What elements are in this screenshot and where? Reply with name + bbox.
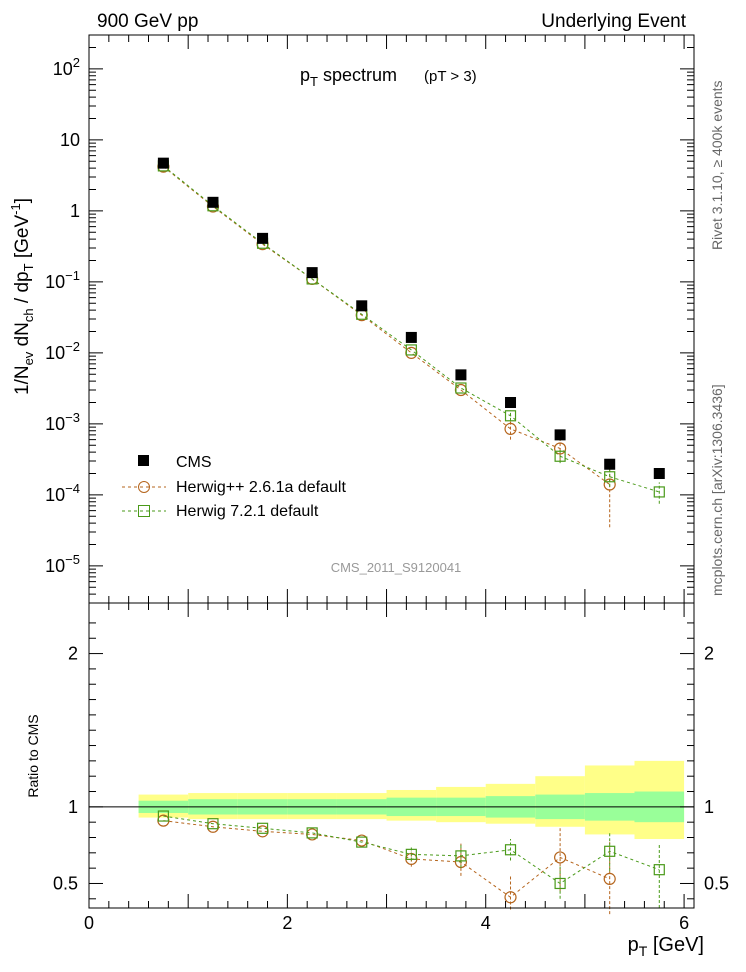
spectrum-marks <box>157 157 665 528</box>
data-point <box>157 157 169 169</box>
data-point <box>504 891 517 904</box>
y-tick-label: 10−4 <box>45 481 80 505</box>
x-tick-label: 4 <box>481 913 491 933</box>
data-point <box>405 848 417 860</box>
legend-label-herwigpp: Herwig++ 2.6.1a default <box>176 479 346 496</box>
data-point <box>653 468 665 480</box>
data-point <box>554 851 567 864</box>
data-point <box>554 877 566 890</box>
series-line <box>163 820 610 898</box>
data-point <box>653 486 665 498</box>
y-tick-label: 10−2 <box>45 339 80 363</box>
spectrum-panel: 10−5 10−4 10−3 10−2 10−1 1 10 102 pT spectrum (… <box>8 34 695 604</box>
data-point <box>207 196 219 208</box>
x-tick-label: 0 <box>84 913 94 933</box>
data-point <box>405 331 417 343</box>
ratio-ticks: 0 2 4 6 0.5 0.5 1 1 2 2 <box>53 603 729 933</box>
spectrum-title: pT spectrum <box>300 65 397 89</box>
y-tick-label: 1 <box>70 201 80 221</box>
y-tick-label: 10−1 <box>45 268 80 292</box>
data-point <box>455 850 467 862</box>
ratio-y-axis-title: Ratio to CMS <box>25 714 41 797</box>
spectrum-title-suffix: (pT > 3) <box>424 68 477 85</box>
data-point <box>257 232 269 244</box>
data-point <box>504 844 517 856</box>
data-point <box>207 818 219 830</box>
y-tick-label: 1 <box>68 797 78 817</box>
data-point <box>604 845 616 857</box>
data-point <box>554 429 566 441</box>
x-tick-label: 6 <box>679 913 689 933</box>
sidebar-upper-label: Rivet 3.1.10, ≥ 400k events <box>709 80 725 250</box>
data-point <box>653 864 665 876</box>
legend-marker-cms <box>138 455 149 466</box>
ratio-panel: 0 2 4 6 0.5 0.5 1 1 2 2 Ratio to CMS <box>25 602 729 933</box>
data-point <box>505 397 517 409</box>
data-point <box>157 810 169 822</box>
x-axis-title: pT [GeV] <box>628 934 704 959</box>
y-tick-label: 102 <box>53 55 80 79</box>
spectrum-ticks: 10−5 10−4 10−3 10−2 10−1 1 10 102 <box>45 34 694 604</box>
y-tick-label: 0.5 <box>53 873 78 893</box>
data-point <box>306 827 318 839</box>
spectrum-y-axis-title: 1/Nev dNch / dpT [GeV-1] <box>8 198 36 395</box>
data-point <box>604 458 616 470</box>
data-point <box>356 836 368 848</box>
y-tick-label-right: 0.5 <box>704 873 729 893</box>
y-tick-label-right: 2 <box>704 644 714 664</box>
data-point <box>504 410 517 422</box>
data-point <box>504 422 517 435</box>
data-point <box>604 471 616 483</box>
legend-marker-herwigpp <box>138 481 150 493</box>
ratio-frame <box>88 602 695 909</box>
y-tick-label: 10−3 <box>45 410 80 434</box>
data-point <box>554 442 567 455</box>
header-right-label: Underlying Event <box>541 11 686 32</box>
data-point <box>405 344 417 356</box>
data-point <box>455 382 467 394</box>
series-line <box>163 165 660 493</box>
y-tick-label: 2 <box>68 644 78 664</box>
legend-label-herwig7: Herwig 7.2.1 default <box>176 503 319 520</box>
svg-text:1/Nev dNch / dpT [GeV-1]: 1/Nev dNch / dpT [GeV-1] <box>8 198 36 395</box>
data-point <box>256 822 269 834</box>
data-point <box>455 369 467 381</box>
legend-label-cms: CMS <box>176 454 212 471</box>
sidebar-lower-label: mcplots.cern.ch [arXiv:1306.3436] <box>709 384 725 596</box>
legend: CMS Herwig++ 2.6.1a default Herwig 7.2.1… <box>122 454 346 520</box>
legend-marker-herwig7 <box>138 505 150 517</box>
y-tick-label: 10 <box>60 130 80 150</box>
ratio-marks <box>89 760 694 915</box>
data-point <box>603 872 616 885</box>
data-point <box>554 450 566 462</box>
y-tick-label-right: 1 <box>704 797 714 817</box>
header-left-label: 900 GeV pp <box>97 11 198 32</box>
data-point <box>306 267 318 279</box>
y-tick-label: 10−5 <box>45 552 80 576</box>
analysis-watermark: CMS_2011_S9120041 <box>331 560 462 575</box>
x-tick-label: 2 <box>282 913 292 933</box>
series-line <box>163 166 610 485</box>
data-point <box>356 300 368 312</box>
